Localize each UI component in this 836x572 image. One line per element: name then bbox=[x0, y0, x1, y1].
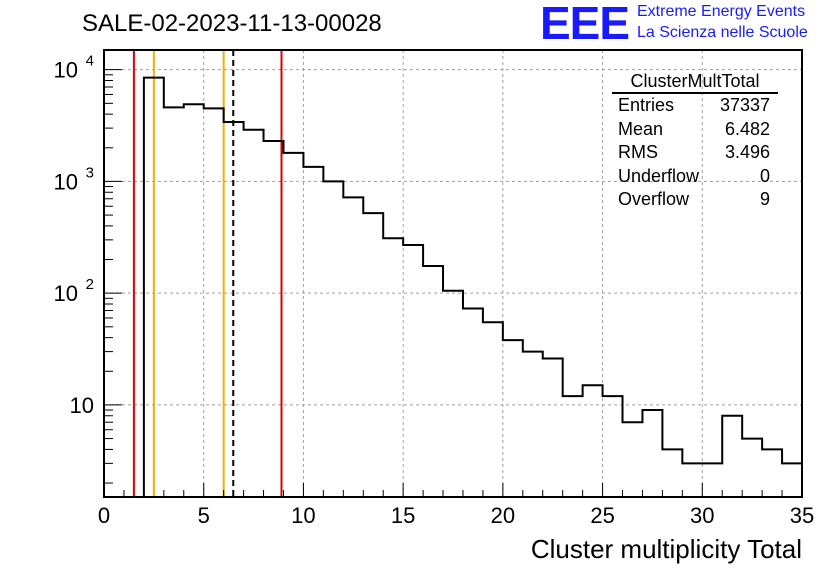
y-tick-exponent: 4 bbox=[86, 53, 94, 70]
x-tick-label: 0 bbox=[98, 503, 110, 528]
x-axis-label: Cluster multiplicity Total bbox=[530, 534, 802, 564]
marker-lines bbox=[132, 50, 283, 497]
stats-value: 3.496 bbox=[724, 142, 770, 162]
stats-value: 37337 bbox=[719, 95, 770, 115]
stats-value: 9 bbox=[759, 189, 770, 209]
logo-subtitle-line2: La Scienza nelle Scuole bbox=[637, 24, 808, 41]
statistics-box: ClusterMultTotal Entries 37337 Mean 6.48… bbox=[612, 70, 778, 212]
x-tick-label: 35 bbox=[790, 503, 814, 528]
x-tick-label: 5 bbox=[198, 503, 210, 528]
stats-value: 0 bbox=[759, 165, 770, 186]
x-axis-ticks: 0 5 10 15 20 25 30 35 bbox=[98, 483, 814, 528]
plot-title: SALE-02-2023-11-13-00028 bbox=[82, 10, 382, 37]
stats-label: Entries bbox=[618, 95, 675, 115]
x-tick-label: 20 bbox=[491, 503, 515, 528]
stats-value: 6.482 bbox=[724, 118, 770, 139]
y-axis-ticks: 10 10 2 10 3 10 4 bbox=[54, 53, 122, 484]
y-tick-label: 10 bbox=[54, 169, 78, 194]
y-tick-label: 10 bbox=[54, 281, 78, 306]
stats-row: Entries 37337 bbox=[612, 94, 778, 118]
stats-row: RMS 3.496 bbox=[612, 141, 778, 165]
eee-logo: EEE bbox=[540, 0, 630, 49]
x-tick-label: 30 bbox=[690, 503, 714, 528]
histogram-step-line bbox=[142, 76, 803, 497]
stats-row: Mean 6.482 bbox=[612, 118, 778, 142]
grid-lines bbox=[104, 50, 802, 497]
plot-frame bbox=[103, 49, 803, 498]
stats-label: Overflow bbox=[618, 189, 690, 209]
stats-label: Mean bbox=[618, 118, 664, 139]
stats-label: Underflow bbox=[618, 165, 700, 186]
x-tick-label: 15 bbox=[391, 503, 415, 528]
y-tick-exponent: 3 bbox=[86, 164, 94, 181]
y-tick-label: 10 bbox=[70, 393, 94, 418]
stats-label: RMS bbox=[618, 142, 658, 162]
logo-subtitle-line1: Extreme Energy Events bbox=[637, 3, 806, 20]
y-tick-label: 10 bbox=[54, 58, 78, 83]
y-tick-exponent: 2 bbox=[86, 276, 94, 293]
stats-row: Overflow 9 bbox=[612, 188, 778, 212]
x-tick-label: 10 bbox=[291, 503, 315, 528]
x-tick-label: 25 bbox=[590, 503, 614, 528]
stats-header: ClusterMultTotal bbox=[612, 70, 778, 94]
stats-row: Underflow 0 bbox=[612, 165, 778, 189]
